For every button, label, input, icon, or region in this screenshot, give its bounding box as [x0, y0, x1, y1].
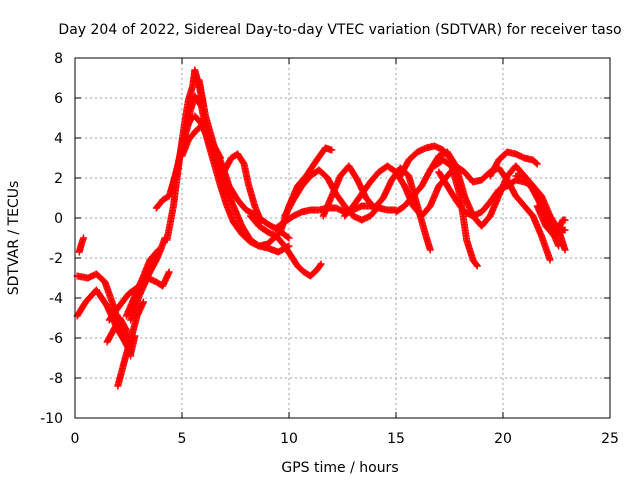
- x-axis-title: GPS time / hours: [281, 460, 398, 476]
- data-point-marker: [154, 246, 162, 254]
- series-track-23: [396, 142, 462, 180]
- data-point-marker: [165, 268, 173, 276]
- series-track-26: [486, 148, 541, 180]
- data-point-marker: [328, 146, 336, 154]
- data-point-marker: [285, 234, 293, 242]
- series-track-5: [114, 298, 147, 390]
- data-point-marker: [561, 216, 569, 224]
- y-tick-label: -4: [49, 291, 63, 307]
- x-tick-label: 5: [178, 431, 187, 447]
- data-point-marker: [473, 262, 481, 270]
- y-tick-label: 8: [54, 51, 63, 67]
- y-tick-label: 0: [54, 211, 63, 227]
- data-point-marker: [426, 246, 434, 254]
- data-point-marker: [533, 160, 541, 168]
- x-tick-label: 10: [280, 431, 298, 447]
- series-track-15: [199, 122, 293, 256]
- chart-title: Day 204 of 2022, Sidereal Day-to-day VTE…: [58, 22, 621, 38]
- y-tick-label: 6: [54, 91, 63, 107]
- data-point-marker: [472, 261, 480, 269]
- data-point-marker: [561, 226, 569, 234]
- x-tick-label: 20: [494, 431, 512, 447]
- x-tick-label: 25: [601, 431, 619, 447]
- y-tick-label: 4: [54, 131, 63, 147]
- data-point-marker: [139, 298, 147, 306]
- y-tick-label: -8: [49, 371, 63, 387]
- data-point-marker: [154, 247, 162, 255]
- series-track-17: [246, 212, 325, 280]
- x-tick-label: 0: [71, 431, 80, 447]
- data-point-marker: [546, 256, 554, 264]
- y-tick-label: 2: [54, 171, 63, 187]
- y-tick-label: -10: [40, 411, 63, 427]
- grid-lines: [75, 58, 610, 418]
- series-track-28: [533, 202, 569, 240]
- data-point-marker: [317, 260, 325, 268]
- series-track-8: [122, 246, 162, 320]
- axis-ticks: [74, 57, 611, 419]
- data-point-marker: [316, 261, 324, 269]
- y-axis-title: SDTVAR / TECUs: [6, 181, 22, 296]
- data-point-marker: [532, 159, 540, 167]
- x-tick-label: 15: [387, 431, 405, 447]
- data-point-marker: [284, 233, 292, 241]
- data-markers: [73, 66, 569, 390]
- series-track-1: [75, 234, 88, 256]
- data-point-marker: [80, 234, 88, 242]
- plot-frame: [74, 57, 611, 419]
- y-tick-label: -6: [49, 331, 63, 347]
- data-point-marker: [561, 246, 569, 254]
- y-tick-label: -2: [49, 251, 63, 267]
